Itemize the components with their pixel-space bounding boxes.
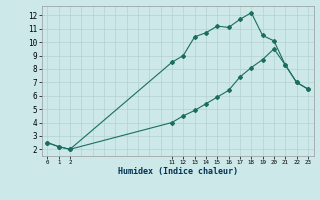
X-axis label: Humidex (Indice chaleur): Humidex (Indice chaleur) [118, 167, 237, 176]
